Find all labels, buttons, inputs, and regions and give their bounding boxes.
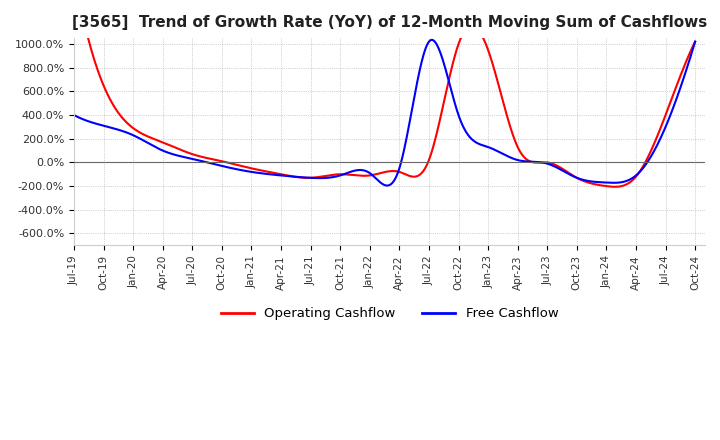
Operating Cashflow: [690, 39, 699, 44]
Free Cashflow: [567, 172, 575, 178]
Line: Free Cashflow: Free Cashflow: [74, 40, 695, 186]
Operating Cashflow: [554, 164, 562, 169]
Operating Cashflow: [321, 173, 330, 179]
Free Cashflow: [70, 113, 78, 118]
Line: Operating Cashflow: Operating Cashflow: [74, 0, 695, 187]
Free Cashflow: [321, 175, 330, 180]
Title: [3565]  Trend of Growth Rate (YoY) of 12-Month Moving Sum of Cashflows: [3565] Trend of Growth Rate (YoY) of 12-…: [72, 15, 707, 30]
Operating Cashflow: [565, 171, 574, 176]
Free Cashflow: [427, 37, 436, 43]
Operating Cashflow: [343, 172, 352, 177]
Free Cashflow: [498, 150, 506, 156]
Free Cashflow: [555, 166, 564, 172]
Free Cashflow: [133, 135, 142, 140]
Free Cashflow: [383, 183, 392, 188]
Operating Cashflow: [611, 184, 619, 190]
Legend: Operating Cashflow, Free Cashflow: Operating Cashflow, Free Cashflow: [215, 302, 564, 326]
Operating Cashflow: [133, 128, 142, 134]
Free Cashflow: [343, 170, 352, 176]
Free Cashflow: [690, 39, 699, 44]
Operating Cashflow: [496, 90, 505, 95]
